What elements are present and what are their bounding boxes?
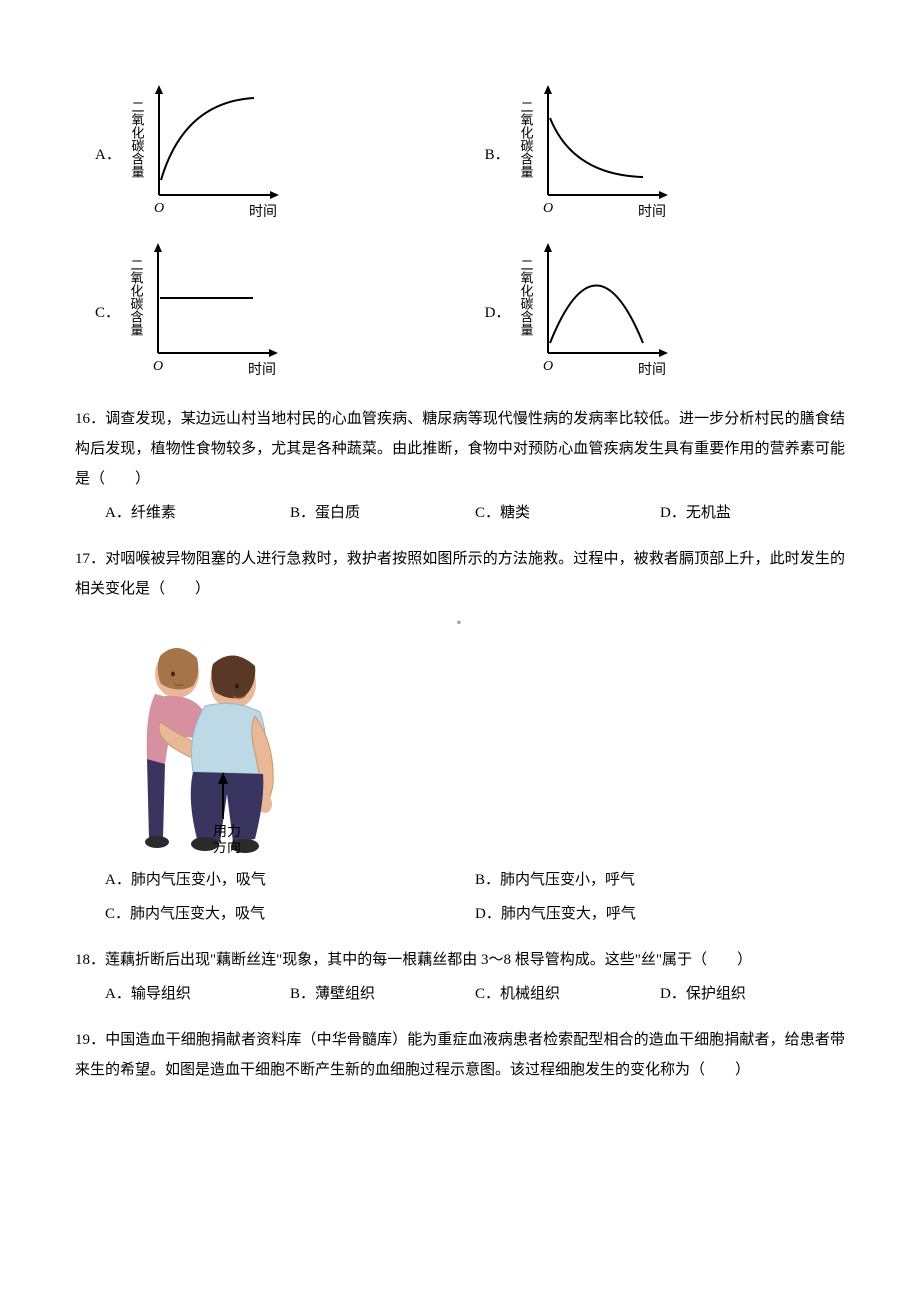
q17-num: 17． xyxy=(75,551,105,567)
q17-opt-b: B．肺内气压变小，呼气 xyxy=(475,865,845,895)
q18-options: A．输导组织 B．薄壁组织 C．机械组织 D．保护组织 xyxy=(75,979,845,1009)
y-axis-label: 二氧化碳含量 xyxy=(518,100,533,178)
x-axis-label: 时间 xyxy=(249,204,277,220)
option-c-label: C． xyxy=(95,298,120,328)
origin-label: O xyxy=(543,359,553,374)
q18-num: 18． xyxy=(75,952,105,968)
q16-opt-d: D．无机盐 xyxy=(660,498,845,528)
q18-opt-c: C．机械组织 xyxy=(475,979,660,1009)
option-a-chart: A． 二氧化碳含量 O 时间 xyxy=(75,80,445,230)
option-d-label: D． xyxy=(485,298,511,328)
origin-label: O xyxy=(153,359,163,374)
q16-options: A．纤维素 B．蛋白质 C．糖类 D．无机盐 xyxy=(75,498,845,528)
option-d-chart: D． 二氧化碳含量 O 时间 xyxy=(465,238,835,388)
x-axis-label: 时间 xyxy=(638,204,666,220)
chart-d: 二氧化碳含量 O 时间 xyxy=(518,238,693,388)
chart-row-1: A． 二氧化碳含量 O 时间 B． 二氧化碳含量 O xyxy=(75,80,845,230)
q18-opt-d: D．保护组织 xyxy=(660,979,845,1009)
question-16: 16．调查发现，某边远山村当地村民的心血管疾病、糖尿病等现代慢性病的发病率比较低… xyxy=(75,404,845,494)
chart-row-2: C． 二氧化碳含量 O 时间 D． 二氧化碳含量 O xyxy=(75,238,845,388)
question-17: 17．对咽喉被异物阻塞的人进行急救时，救护者按照如图所示的方法施救。过程中，被救… xyxy=(75,544,845,604)
option-b-chart: B． 二氧化碳含量 O 时间 xyxy=(465,80,835,230)
origin-label: O xyxy=(543,201,553,216)
y-axis-label: 二氧化碳含量 xyxy=(519,258,534,336)
chart-b: 二氧化碳含量 O 时间 xyxy=(518,80,693,230)
q18-opt-b: B．薄壁组织 xyxy=(290,979,475,1009)
arrow-label-2: 方向 xyxy=(213,840,241,856)
q18-opt-a: A．输导组织 xyxy=(105,979,290,1009)
y-axis-label: 二氧化碳含量 xyxy=(129,258,144,336)
question-18: 18．莲藕折断后出现"藕断丝连"现象，其中的每一根藕丝都由 3～8 根导管构成。… xyxy=(75,945,845,975)
origin-label: O xyxy=(154,201,164,216)
q19-num: 19． xyxy=(75,1032,105,1048)
q16-opt-b: B．蛋白质 xyxy=(290,498,475,528)
q16-text: 调查发现，某边远山村当地村民的心血管疾病、糖尿病等现代慢性病的发病率比较低。进一… xyxy=(75,411,845,487)
q17-opt-a: A．肺内气压变小，吸气 xyxy=(105,865,475,895)
q17-options-row1: A．肺内气压变小，吸气 B．肺内气压变小，呼气 xyxy=(75,865,845,895)
question-19: 19．中国造血干细胞捐献者资料库（中华骨髓库）能为重症血液病患者检索配型相合的造… xyxy=(75,1025,845,1085)
q17-options-row2: C．肺内气压变大，吸气 D．肺内气压变大，呼气 xyxy=(75,899,845,929)
arrow-label-1: 用力 xyxy=(213,824,241,840)
q17-text: 对咽喉被异物阻塞的人进行急救时，救护者按照如图所示的方法施救。过程中，被救者膈顶… xyxy=(75,551,845,597)
y-axis-label: 二氧化碳含量 xyxy=(129,100,144,178)
heimlich-figure: 用力 方向 xyxy=(105,644,295,859)
q17-opt-d: D．肺内气压变大，呼气 xyxy=(475,899,845,929)
q18-text: 莲藕折断后出现"藕断丝连"现象，其中的每一根藕丝都由 3～8 根导管构成。这些"… xyxy=(105,952,752,968)
q16-opt-c: C．糖类 xyxy=(475,498,660,528)
chart-a: 二氧化碳含量 O 时间 xyxy=(129,80,304,230)
option-a-label: A． xyxy=(95,140,121,170)
option-b-label: B． xyxy=(485,140,510,170)
q16-num: 16． xyxy=(75,411,105,427)
q17-opt-c: C．肺内气压变大，吸气 xyxy=(105,899,475,929)
q16-opt-a: A．纤维素 xyxy=(105,498,290,528)
option-c-chart: C． 二氧化碳含量 O 时间 xyxy=(75,238,445,388)
x-axis-label: 时间 xyxy=(248,362,276,378)
chart-c: 二氧化碳含量 O 时间 xyxy=(128,238,303,388)
page-marker: ▪ xyxy=(75,610,845,634)
q19-text: 中国造血干细胞捐献者资料库（中华骨髓库）能为重症血液病患者检索配型相合的造血干细… xyxy=(75,1032,845,1078)
x-axis-label: 时间 xyxy=(638,362,666,378)
